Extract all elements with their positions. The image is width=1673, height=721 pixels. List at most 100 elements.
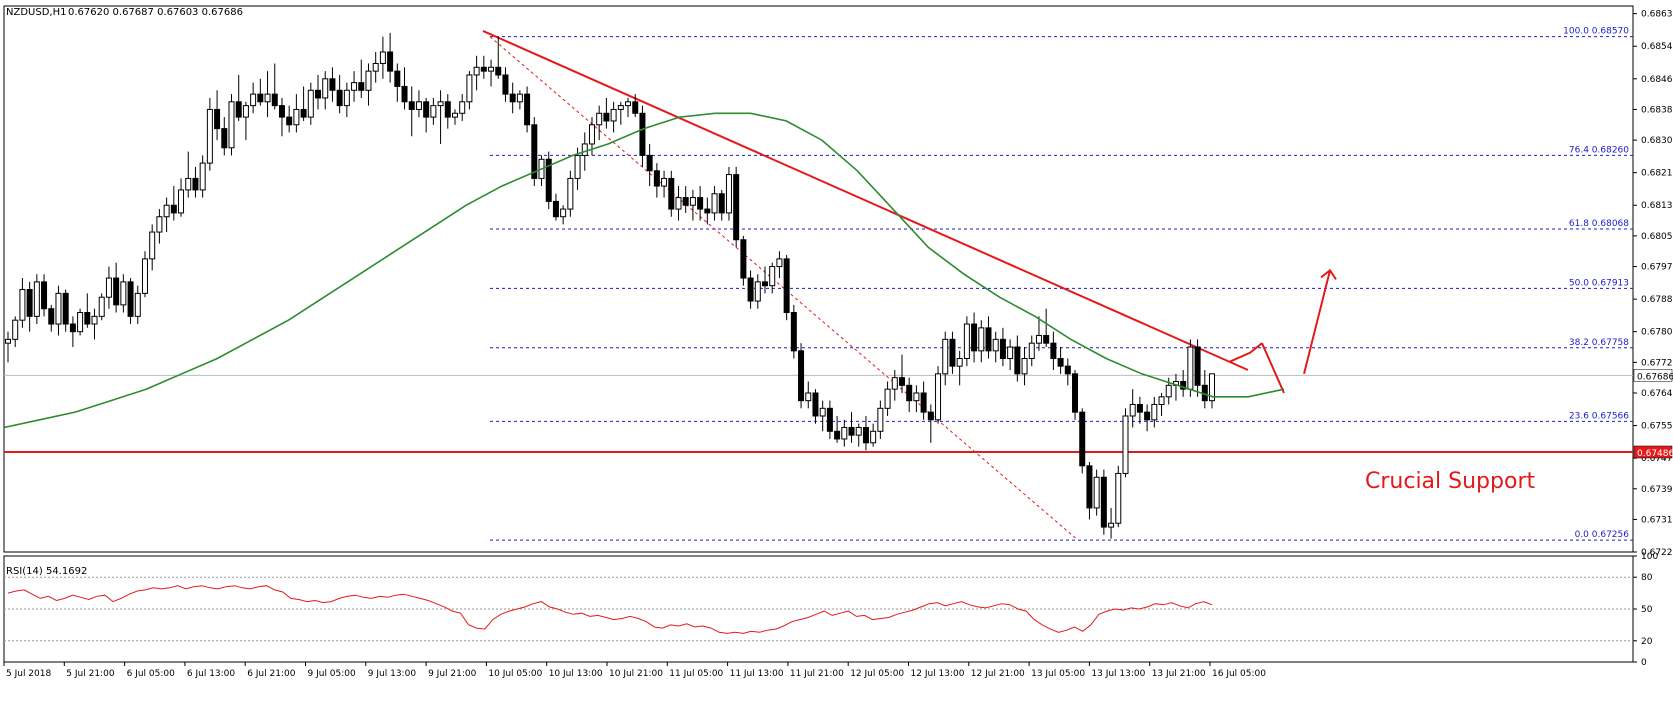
bull-candle — [689, 197, 696, 206]
bear-candle — [718, 193, 725, 214]
bull-candle — [956, 358, 963, 367]
x-tick-label: 13 Jul 13:00 — [1091, 669, 1145, 679]
bear-candle — [747, 277, 754, 302]
bear-candle — [113, 277, 120, 306]
bear-candle — [300, 108, 307, 118]
bull-candle — [466, 74, 473, 103]
bull-candle — [134, 292, 141, 317]
bull-candle — [884, 388, 891, 409]
rsi-line — [7, 585, 1213, 634]
rsi-tick-label: 0 — [1641, 658, 1647, 668]
bull-candle — [322, 78, 329, 99]
bear-candle — [668, 177, 675, 210]
bull-candle — [913, 392, 920, 402]
bull-candle — [293, 108, 300, 126]
bull-candle — [19, 289, 26, 321]
bull-candle — [1028, 342, 1035, 360]
bull-candle — [588, 124, 595, 145]
bull-candle — [855, 426, 862, 436]
y-tick-label: 0.67555 — [1641, 422, 1673, 432]
bull-candle — [1129, 403, 1136, 417]
bull-candle — [870, 430, 877, 444]
bull-candle — [567, 177, 574, 210]
bull-candle — [141, 258, 148, 294]
bull-candle — [105, 277, 112, 298]
x-tick-label: 5 Jul 2018 — [6, 669, 51, 679]
bull-candle — [1108, 522, 1115, 528]
x-tick-label: 6 Jul 13:00 — [187, 669, 236, 679]
bear-candle — [531, 124, 538, 179]
x-tick-label: 5 Jul 21:00 — [66, 669, 115, 679]
bear-candle — [632, 101, 639, 114]
bull-candle — [935, 373, 942, 421]
bull-candle — [199, 162, 206, 191]
y-tick-label: 0.68545 — [1641, 42, 1673, 52]
candles — [5, 32, 1215, 539]
bull-candle — [754, 281, 761, 302]
drawn-lines[interactable] — [4, 29, 1633, 541]
bear-candle — [848, 426, 855, 436]
bull-candle — [1122, 415, 1129, 474]
bull-candle — [516, 93, 523, 103]
x-tick-label: 16 Jul 05:00 — [1212, 669, 1266, 679]
y-tick-label: 0.67885 — [1641, 295, 1673, 305]
x-tick-label: 9 Jul 05:00 — [308, 669, 357, 679]
bull-candle — [264, 93, 271, 103]
main-panel-border — [3, 5, 1634, 553]
bull-candle — [307, 89, 314, 118]
projection-arrow-3 — [1303, 270, 1331, 375]
bear-candle — [1086, 465, 1093, 509]
fib-level-label: 50.0 0.67913 — [1569, 278, 1629, 288]
bear-candle — [286, 116, 293, 126]
bear-candle — [552, 200, 559, 218]
bear-candle — [1014, 346, 1021, 375]
bull-candle — [1021, 358, 1028, 375]
x-tick-label: 13 Jul 21:00 — [1152, 669, 1206, 679]
bull-candle — [120, 281, 127, 306]
bull-candle — [1158, 396, 1165, 405]
bull-candle — [978, 327, 985, 352]
bull-candle — [98, 296, 105, 317]
bull-candle — [891, 377, 898, 390]
bear-candle — [509, 93, 516, 103]
bear-candle — [423, 101, 430, 118]
bull-candle — [473, 66, 480, 76]
bear-candle — [192, 177, 199, 191]
ma-line — [3, 112, 1285, 429]
bull-candle — [1187, 346, 1194, 390]
bull-candle — [242, 105, 249, 118]
bear-candle — [329, 78, 336, 91]
bull-candle — [661, 177, 668, 187]
bear-candle — [387, 51, 394, 72]
bear-candle — [235, 101, 242, 118]
bear-candle — [639, 112, 646, 156]
bull-candle — [77, 312, 84, 333]
bear-candle — [170, 204, 177, 214]
moving-average — [3, 112, 1285, 429]
bull-candle — [1007, 346, 1014, 360]
bull-candle — [91, 315, 98, 325]
bull-candle — [351, 82, 358, 91]
bear-candle — [1079, 411, 1086, 467]
bear-candle — [315, 89, 322, 99]
bear-candle — [1136, 403, 1143, 413]
bull-candle — [149, 231, 156, 260]
bear-candle — [927, 411, 934, 421]
bear-candle — [1144, 411, 1151, 421]
bear-candle — [257, 93, 264, 103]
bull-candle — [1115, 472, 1122, 524]
bull-candle — [250, 93, 257, 107]
x-tick-label: 11 Jul 13:00 — [730, 669, 784, 679]
bull-candle — [55, 292, 62, 325]
bull-candle — [415, 101, 422, 110]
rsi-tick-label: 100 — [1641, 552, 1658, 562]
bear-candle — [48, 308, 55, 325]
bear-candle — [408, 101, 415, 110]
